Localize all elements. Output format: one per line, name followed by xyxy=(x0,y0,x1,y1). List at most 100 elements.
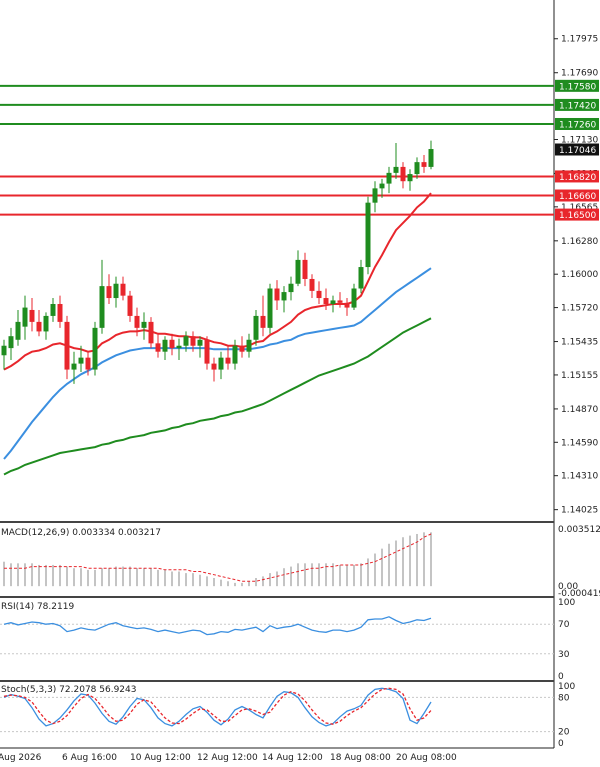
candle-body xyxy=(22,307,28,327)
time-tick-label: 10 Aug 12:00 xyxy=(130,753,191,763)
time-tick-label: 18 Aug 08:00 xyxy=(330,753,391,763)
stoch-tick-label: 0 xyxy=(558,739,564,749)
candle xyxy=(267,283,273,334)
candle-body xyxy=(113,283,119,299)
candle xyxy=(15,309,21,346)
resistance-level-tag xyxy=(555,98,599,111)
candle-body xyxy=(267,288,273,328)
candle xyxy=(358,259,364,294)
candle-body xyxy=(148,321,154,344)
candle xyxy=(253,309,259,346)
last-price-label: 1.17046 xyxy=(559,146,596,156)
candle xyxy=(85,351,91,376)
sr-levels xyxy=(0,84,554,216)
moving-average-line-1 xyxy=(3,192,432,371)
price-tick-label: 1.15435 xyxy=(561,338,598,348)
candle xyxy=(421,154,427,173)
macd-label: MACD(12,26,9) 0.003334 0.003217 xyxy=(1,528,161,538)
price-axis-ticks: 1.179751.176901.171301.168451.165651.162… xyxy=(554,35,598,516)
candle xyxy=(260,295,266,337)
candle-body xyxy=(316,290,322,299)
candle-body xyxy=(260,315,266,328)
candle xyxy=(36,309,42,337)
candle-body xyxy=(309,278,315,291)
price-tick-label: 1.16000 xyxy=(561,270,598,280)
support-level-tag-label: 1.16500 xyxy=(559,211,596,221)
resistance-level-tag-label: 1.17260 xyxy=(559,120,596,130)
candle xyxy=(351,283,357,310)
candle-body xyxy=(141,321,147,328)
candle xyxy=(43,312,49,340)
candle-body xyxy=(197,339,203,346)
candle xyxy=(190,331,196,352)
candle-body xyxy=(29,309,35,322)
rsi-label: RSI(14) 78.2119 xyxy=(1,602,74,612)
candle xyxy=(274,280,280,310)
candle-body xyxy=(218,357,224,370)
candle-body xyxy=(400,166,406,182)
candle xyxy=(8,327,14,361)
candle-body xyxy=(351,288,357,308)
candle-body xyxy=(8,336,14,349)
candle-body xyxy=(1,345,7,356)
candle-body xyxy=(428,149,434,167)
candle-body xyxy=(330,300,336,305)
price-tick-label: 1.16565 xyxy=(561,203,598,213)
candle-body xyxy=(190,336,196,346)
candle xyxy=(169,333,175,356)
candle xyxy=(211,357,217,382)
candle xyxy=(309,274,315,299)
macd-tick-label: 0.003512 xyxy=(558,525,600,535)
candle xyxy=(218,351,224,380)
candle xyxy=(414,157,420,179)
stoch-label: Stoch(5,3,3) 72.2078 56.9243 xyxy=(1,685,136,695)
macd-tick-label: 0.00 xyxy=(558,582,578,592)
resistance-level-tag xyxy=(555,79,599,92)
candle xyxy=(113,276,119,308)
candle xyxy=(78,345,84,372)
candle xyxy=(400,162,406,189)
last-price-tag xyxy=(555,143,599,156)
time-tick-label: 20 Aug 08:00 xyxy=(396,753,457,763)
candle xyxy=(232,339,238,370)
candle-body xyxy=(162,339,168,352)
candle xyxy=(99,259,105,334)
price-tick-label: 1.14025 xyxy=(561,506,598,516)
candle-body xyxy=(386,172,392,184)
candle-body xyxy=(295,259,301,284)
moving-averages xyxy=(3,192,432,476)
candle-body xyxy=(99,286,105,328)
support-level-tag-label: 1.16820 xyxy=(559,173,596,183)
candle-body xyxy=(120,283,126,296)
candle xyxy=(393,143,399,179)
candle xyxy=(106,274,112,305)
macd-pane: MACD(12,26,9) 0.003334 0.003217 0.003512… xyxy=(1,525,600,599)
candle xyxy=(365,196,371,275)
candle xyxy=(372,181,378,213)
candle xyxy=(337,292,343,308)
macd-signal-line xyxy=(4,533,432,582)
candle xyxy=(204,336,210,370)
candle xyxy=(225,345,231,370)
stoch-main-line xyxy=(3,687,432,727)
stoch-tick-label: 100 xyxy=(558,682,575,692)
moving-average-line-2 xyxy=(3,267,432,460)
candle-body xyxy=(92,327,98,370)
candle xyxy=(407,169,413,191)
candle-body xyxy=(57,304,63,322)
time-axis: Aug 2026 6 Aug 16:00 10 Aug 12:00 12 Aug 12… xyxy=(0,753,457,763)
candle-body xyxy=(176,345,182,349)
candle-body xyxy=(106,286,112,299)
candle-body xyxy=(50,304,56,316)
candle xyxy=(183,331,189,352)
candle-body xyxy=(281,292,287,301)
resistance-level-tag-label: 1.17580 xyxy=(559,82,596,92)
price-tick-label: 1.14590 xyxy=(561,438,598,448)
candle xyxy=(330,295,336,313)
price-tick-label: 1.17130 xyxy=(561,135,598,145)
candle-body xyxy=(274,288,280,301)
stoch-tick-label: 20 xyxy=(558,728,570,738)
support-level-tag-label: 1.16660 xyxy=(559,192,596,202)
